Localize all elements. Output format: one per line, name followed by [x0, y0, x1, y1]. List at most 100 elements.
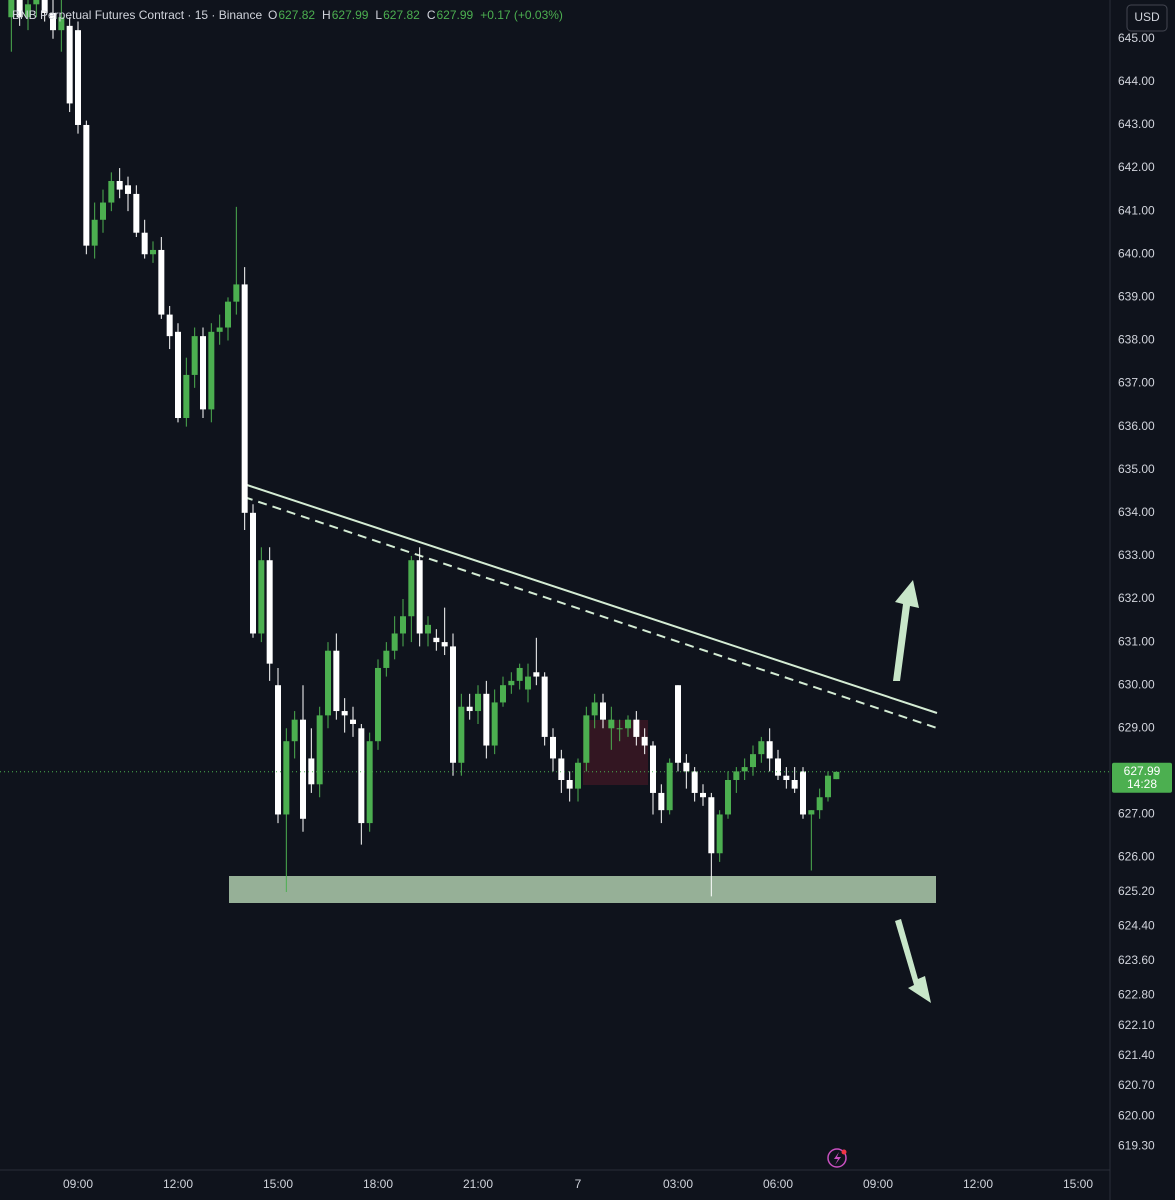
notification-dot [841, 1149, 847, 1155]
candle-body [191, 336, 198, 375]
x-tick-label: 12:00 [163, 1177, 193, 1191]
y-tick-label: 630.00 [1118, 677, 1155, 691]
candle-body [50, 12, 56, 31]
assistant-icon-bolt [834, 1152, 841, 1165]
candle-body [233, 284, 240, 302]
y-tick-label: 644.00 [1118, 74, 1155, 88]
candle-body [683, 762, 690, 772]
y-tick-label: 636.00 [1118, 419, 1155, 433]
candle-body [158, 249, 165, 315]
candle-body [100, 202, 106, 220]
y-tick-label: 638.00 [1118, 333, 1155, 347]
candle-body [800, 771, 806, 815]
candle-body [133, 193, 140, 233]
currency-button[interactable] [1126, 4, 1168, 32]
y-tick-label: 631.00 [1118, 634, 1155, 648]
legend-value: 627.99 [436, 8, 473, 22]
x-tick-label: 12:00 [963, 1177, 993, 1191]
candle-body [500, 685, 506, 703]
y-tick-label: 629.00 [1118, 720, 1155, 734]
x-tick-label: 18:00 [363, 1177, 393, 1191]
candle-body [316, 715, 323, 785]
candle-body [783, 775, 790, 780]
legend-value: 627.82 [383, 8, 420, 22]
candle-body [775, 758, 781, 776]
legend-value: 627.82 [278, 8, 315, 22]
candle-body [183, 374, 190, 419]
y-tick-label: 623.60 [1118, 953, 1155, 967]
chart-title: BNB Perpetual Futures Contract · 15 · Bi… [12, 8, 262, 22]
x-tick-label: 7 [575, 1177, 582, 1191]
candle-body [466, 706, 473, 712]
candle-body [550, 736, 556, 759]
candle-body [125, 185, 131, 194]
candle-body [408, 560, 415, 617]
y-tick-label: 645.00 [1118, 31, 1155, 45]
candle-body [291, 719, 298, 742]
candle-body [791, 780, 798, 789]
candle-body [741, 767, 748, 772]
y-tick-label: 619.30 [1118, 1138, 1155, 1152]
candle-body [758, 741, 765, 755]
candle-body [458, 706, 465, 763]
y-tick-label: 620.00 [1118, 1108, 1155, 1122]
support-zone[interactable] [229, 876, 936, 903]
trend-line-dashed[interactable] [243, 496, 938, 729]
candle-body [441, 642, 448, 647]
legend-change: +0.17 (+0.03%) [480, 8, 563, 22]
y-tick-label: 624.40 [1118, 919, 1155, 933]
candle-body [108, 180, 115, 203]
candle-body [275, 685, 281, 815]
trend-line[interactable] [243, 483, 938, 714]
y-tick-label: 642.00 [1118, 160, 1155, 174]
candle-body [625, 719, 631, 729]
candle-body [300, 719, 306, 819]
y-tick-label: 639.00 [1118, 290, 1155, 304]
candle-body [308, 758, 315, 785]
y-tick-label: 626.00 [1118, 850, 1155, 864]
candle-body [658, 792, 665, 811]
candle-body [333, 650, 340, 712]
candle-body [541, 676, 548, 737]
candle-body [591, 702, 598, 716]
legend-key: L [375, 8, 382, 22]
assistant-icon[interactable] [827, 1148, 847, 1168]
candle-body [400, 616, 406, 634]
candle-body [366, 741, 373, 824]
candle-body [608, 719, 615, 729]
candle-body [391, 633, 398, 651]
currency[interactable]: USD [1134, 10, 1160, 24]
candle-body [816, 797, 823, 811]
legend-key: H [322, 8, 331, 22]
candle-body [700, 792, 706, 798]
x-tick-label: 03:00 [663, 1177, 693, 1191]
candle-body [250, 512, 256, 634]
candle-body [216, 327, 223, 332]
candle-body [675, 685, 681, 763]
candle-body [283, 741, 290, 815]
candle-body [483, 693, 490, 746]
y-tick-label: 622.80 [1118, 988, 1155, 1002]
y-tick-label: 634.00 [1118, 505, 1155, 519]
candle-body [416, 560, 423, 634]
candle-body [825, 775, 831, 798]
countdown: 14:28 [1127, 777, 1157, 791]
candle-body [733, 771, 740, 780]
y-tick-label: 632.00 [1118, 591, 1155, 605]
candle-body [691, 771, 698, 793]
x-tick-label: 09:00 [863, 1177, 893, 1191]
candle-body [41, 0, 48, 13]
candle-body [516, 667, 523, 681]
legend-key: O [268, 8, 277, 22]
candle-body [383, 650, 390, 668]
candle-body [75, 30, 81, 125]
candle-body [583, 715, 590, 763]
y-tick-label: 635.00 [1118, 462, 1155, 476]
candle-body [575, 762, 581, 789]
y-tick-label: 627.00 [1118, 807, 1155, 821]
candle-body [150, 249, 156, 255]
candle-body [641, 736, 648, 746]
candle-body [616, 728, 623, 730]
